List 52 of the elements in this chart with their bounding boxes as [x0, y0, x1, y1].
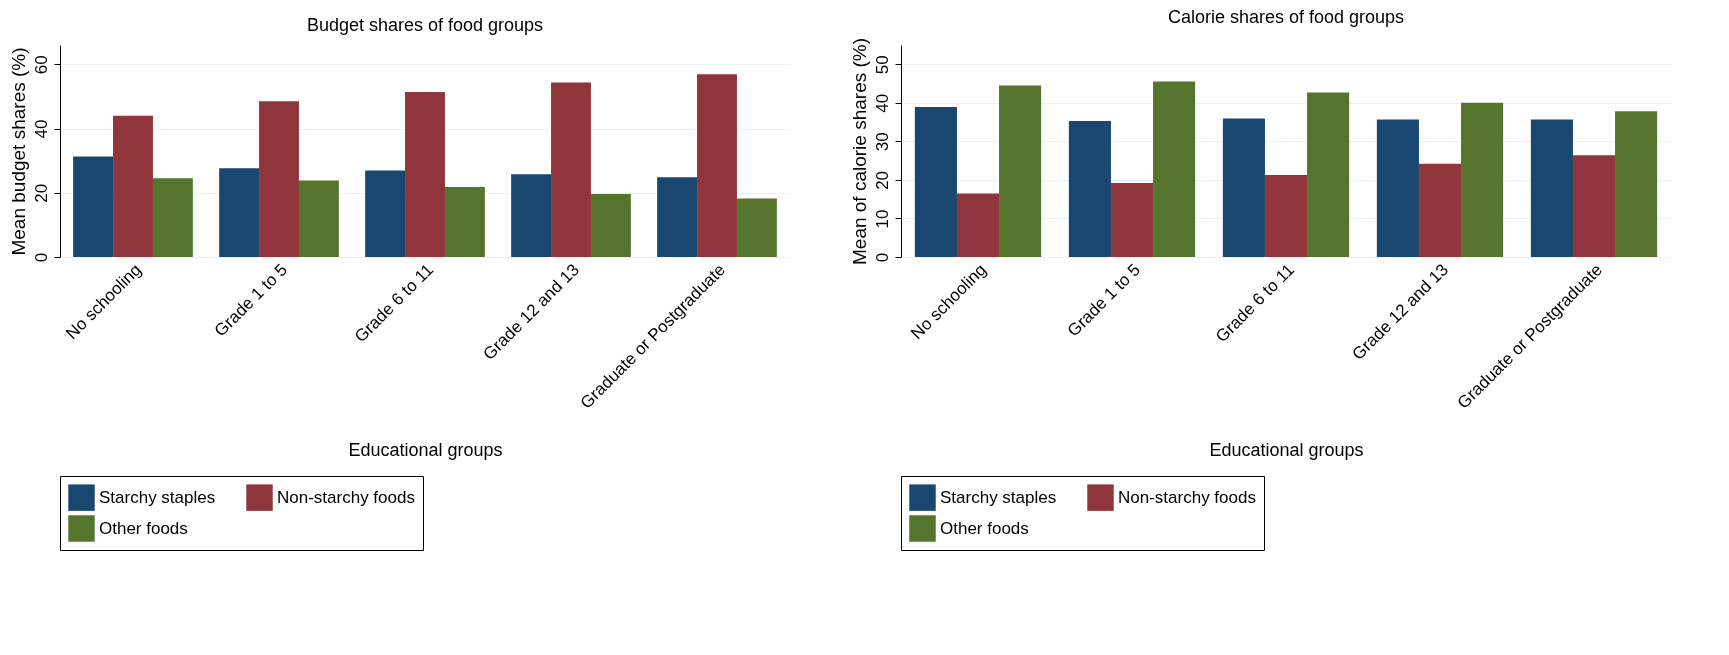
- bar: [444, 186, 485, 257]
- y-tick-label: 40: [31, 119, 51, 139]
- bar: [1068, 120, 1111, 257]
- y-tick-label: 40: [872, 93, 892, 113]
- y-tick-label: 0: [31, 252, 51, 263]
- bar: [1307, 92, 1350, 257]
- legend-label: Other foods: [99, 518, 188, 538]
- bar: [298, 180, 339, 257]
- bar: [1376, 119, 1419, 257]
- bar: [1530, 119, 1573, 257]
- bar: [219, 168, 260, 257]
- y-tick-label: 30: [872, 132, 892, 152]
- y-tick-label: 0: [872, 252, 892, 263]
- bar: [999, 85, 1042, 257]
- bar: [697, 74, 737, 257]
- legend-label: Other foods: [940, 518, 1029, 538]
- bar: [511, 174, 552, 257]
- bar: [1615, 111, 1658, 257]
- bar: [956, 193, 1000, 257]
- bar: [113, 115, 153, 257]
- bar: [152, 178, 193, 257]
- y-tick-label: 20: [872, 170, 892, 190]
- bar: [736, 198, 777, 257]
- y-tick-label: 60: [31, 55, 51, 75]
- bar: [1222, 118, 1265, 257]
- chart-title: Budget shares of food groups: [306, 15, 544, 35]
- chart-title: Calorie shares of food groups: [1167, 7, 1405, 28]
- bar: [73, 156, 114, 257]
- legend-label: Non-starchy foods: [277, 487, 415, 507]
- bar: [551, 82, 591, 257]
- bar: [657, 177, 698, 257]
- bar: [1461, 102, 1504, 257]
- y-tick-label: 10: [872, 209, 892, 229]
- bar: [1264, 174, 1308, 257]
- y-tick-label: 20: [31, 183, 51, 203]
- bar: [590, 194, 631, 257]
- bar: [1418, 163, 1462, 257]
- legend-label: Non-starchy foods: [1118, 487, 1256, 507]
- bar: [1153, 81, 1196, 257]
- bar: [1110, 182, 1154, 257]
- bar: [1572, 155, 1616, 257]
- bar: [914, 107, 957, 257]
- y-tick-label: 50: [872, 55, 892, 75]
- y-axis-title: Mean of calorie shares (%): [848, 37, 870, 266]
- x-axis-title: Educational groups: [348, 439, 503, 460]
- x-axis-title: Educational groups: [1209, 439, 1364, 460]
- bar: [365, 170, 406, 257]
- legend-label: Starchy staples: [99, 487, 216, 507]
- legend-label: Starchy staples: [940, 487, 1057, 507]
- bar: [259, 101, 299, 257]
- bar: [405, 91, 445, 257]
- y-axis-title: Mean budget shares (%): [7, 47, 29, 256]
